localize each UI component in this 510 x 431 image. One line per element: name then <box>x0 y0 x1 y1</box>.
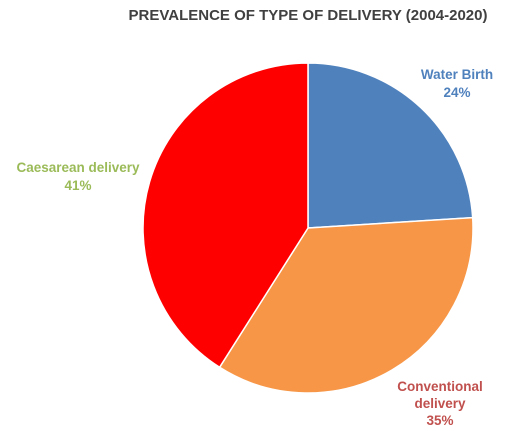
chart-title: PREVALENCE OF TYPE OF DELIVERY (2004-202… <box>129 7 488 24</box>
data-label-line: 24% <box>443 85 470 100</box>
data-label-line: delivery <box>414 396 466 411</box>
data-label-line: Conventional <box>397 379 483 394</box>
pie-labels: Water Birth 24% Conventional delivery 35% Cae… <box>16 67 493 428</box>
pie-slice-conventional-delivery <box>218 216 474 394</box>
data-label-line: Caesarean delivery <box>16 160 140 175</box>
data-label-line: Water Birth <box>421 67 493 82</box>
data-label-water-birth: Water Birth 24% <box>421 67 493 100</box>
data-label-line: 35% <box>426 413 453 428</box>
data-label-line: 41% <box>64 178 91 193</box>
data-label-conventional-delivery: Conventional delivery 35% <box>397 379 483 428</box>
pie-slice-water-birth <box>307 62 474 229</box>
data-label-caesarean-delivery: Caesarean delivery 41% <box>16 160 140 193</box>
pie-slices <box>142 62 474 394</box>
pie-slice-caesarean-delivery <box>142 62 309 369</box>
